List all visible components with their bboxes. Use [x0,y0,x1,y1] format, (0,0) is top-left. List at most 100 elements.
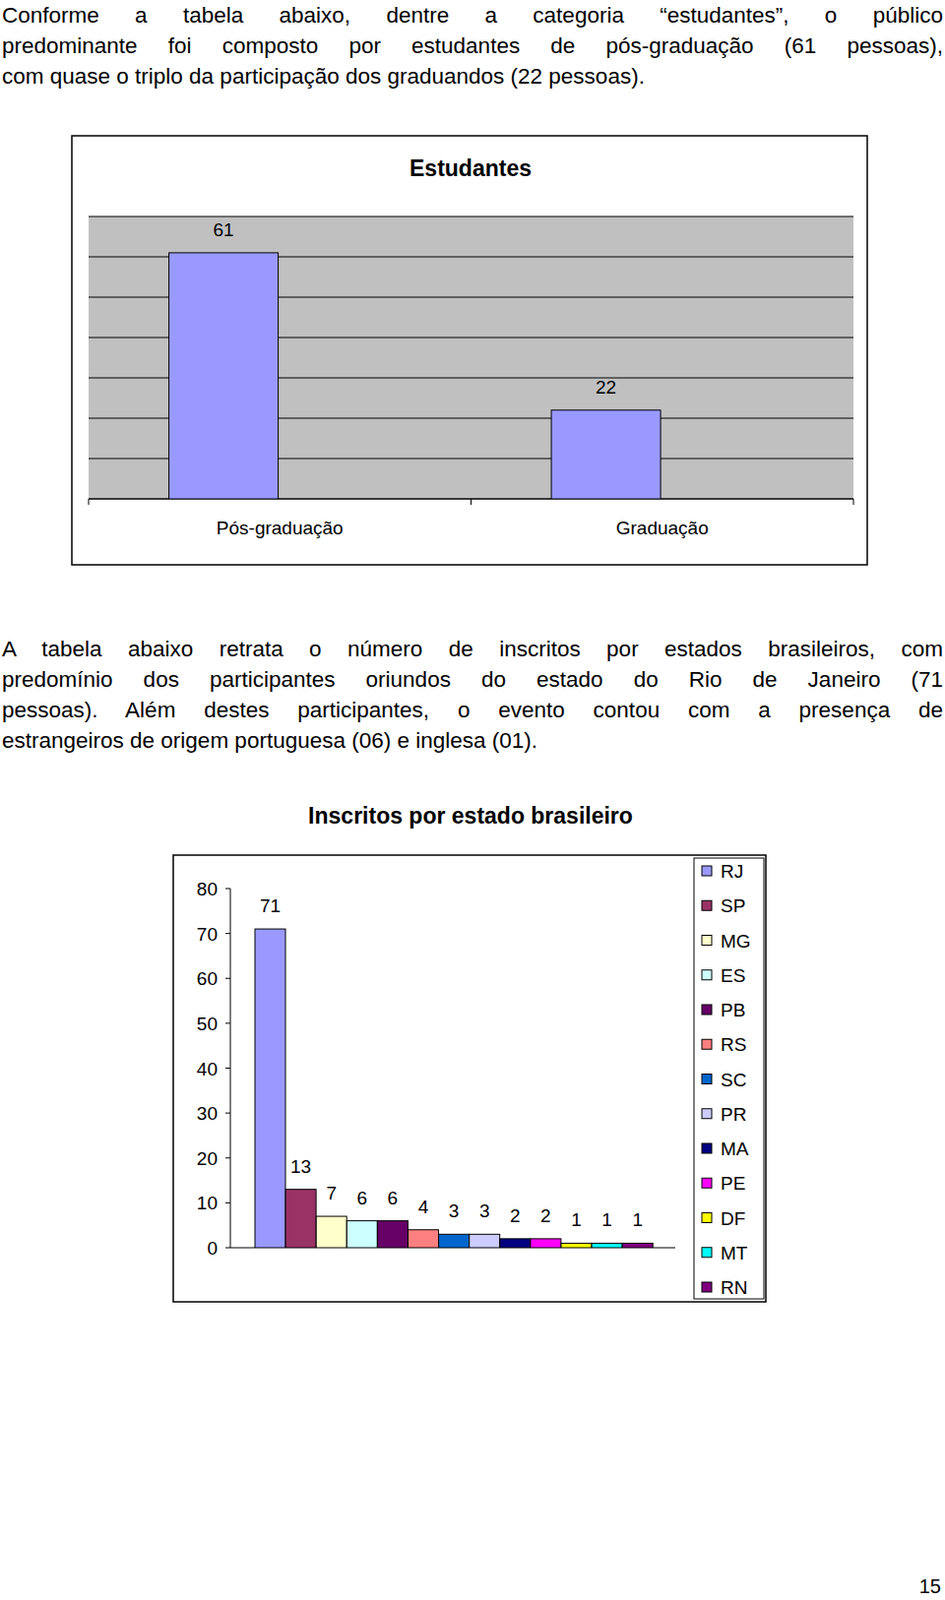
bar [408,1230,440,1249]
y-tick-label: 80 [196,879,218,900]
y-tick-label: 20 [196,1148,218,1170]
y-tick-label: 70 [196,924,218,945]
y-tick [225,1022,231,1024]
y-tick-label: 30 [196,1103,218,1125]
bar [285,1190,316,1249]
data-label: 6 [387,1188,399,1209]
legend-label: RS [720,1034,747,1056]
legend-swatch [701,1074,712,1085]
chart-title: Estudantes [409,155,532,182]
bar [551,410,661,500]
legend-swatch [701,1005,712,1015]
legend-swatch [701,1213,712,1224]
legend-label: DF [720,1208,746,1230]
legend-swatch [701,1109,712,1120]
legend-swatch [701,1039,712,1050]
data-label: 13 [290,1156,312,1178]
paragraph-line: com quase o triplo da participação dos g… [1,61,944,92]
data-label: 4 [418,1197,430,1218]
y-axis [230,888,232,1249]
bar [530,1239,562,1249]
chart: Inscritos por estado brasileiro 0 10 20 30 40… [173,803,766,1303]
data-label: 1 [631,1209,643,1231]
legend-box [693,858,764,1300]
legend-swatch [701,1178,712,1189]
y-tick-label: 40 [196,1059,218,1080]
y-tick [225,978,231,980]
data-label: 3 [448,1200,460,1222]
legend-swatch [701,1248,712,1259]
bar [315,1216,347,1249]
bar [591,1243,623,1249]
y-tick [225,933,231,935]
paragraph-line: predomínio dos participantes oriundos do… [1,664,944,695]
y-tick [225,1248,231,1250]
bar [622,1243,653,1249]
data-label: 3 [479,1200,491,1222]
bar [500,1239,531,1249]
legend-label: MA [720,1138,750,1160]
legend-swatch [701,1282,712,1293]
page-graphics: Estudantes6122Pós-graduaçãoGraduaçãoInsc… [0,0,945,1600]
y-tick [225,888,231,890]
page-number: 15 [919,1575,942,1598]
legend-label: PR [720,1104,747,1126]
data-label: 6 [357,1188,369,1209]
legend-label: SC [720,1070,747,1091]
bar [439,1234,470,1249]
paragraph-line: Conforme a tabela abaixo, dentre a categ… [1,0,944,31]
y-tick [225,1202,231,1204]
bars [254,929,653,1249]
y-tick-label: 50 [196,1013,218,1035]
legend-label: PE [720,1173,746,1195]
y-tick-label: 0 [206,1238,218,1260]
chart-frame [173,855,766,1303]
x-tick [853,499,855,505]
paragraph-line: A tabela abaixo retrata o número de insc… [1,633,944,665]
legend-swatch [701,866,712,877]
legend-label: ES [720,965,746,987]
data-label: 1 [570,1209,582,1231]
y-tick [225,1157,231,1159]
bars [169,252,662,500]
chart-frame [71,135,868,566]
legend-label: MT [720,1243,749,1264]
paragraph-line: predominante foi composto por estudantes… [1,30,944,62]
legend-label: SP [720,895,746,917]
data-label: 2 [540,1205,552,1227]
plot-area [88,216,854,500]
legend-swatch [701,970,712,981]
x-tick [88,499,90,505]
legend-swatch [701,936,712,946]
data-label: 7 [325,1183,337,1204]
legend-label: PB [720,1000,746,1021]
x-tick-label: Graduação [616,517,709,539]
x-tick-label: Pós-graduação [216,517,344,539]
bar [346,1221,378,1249]
y-tick-label: 10 [196,1193,218,1214]
paragraph-line: estrangeiros de origem portuguesa (06) e… [1,725,944,756]
paragraph-line: pessoas). Além destes participantes, o e… [1,694,944,726]
data-label: 71 [259,895,281,917]
data-label: 61 [213,219,235,241]
bar [561,1243,592,1249]
bar [254,929,286,1249]
chart: Estudantes 61 22 Pós-graduação Graduação [71,135,868,566]
legend-swatch [701,1143,712,1154]
data-label: 1 [601,1209,613,1231]
bar [469,1234,501,1249]
data-label: 2 [509,1205,521,1227]
y-tick [225,1068,231,1070]
bar [169,252,279,500]
y-tick [225,1113,231,1115]
data-label: 22 [595,377,617,398]
legend-label: RJ [720,861,744,882]
legend-label: RN [720,1277,748,1299]
legend-swatch [701,900,712,911]
y-tick-label: 60 [196,968,218,990]
legend-label: MG [720,931,752,952]
grid-line [88,216,854,218]
bar [377,1221,408,1249]
chart-title: Inscritos por estado brasileiro [308,803,633,829]
x-tick [470,499,472,505]
